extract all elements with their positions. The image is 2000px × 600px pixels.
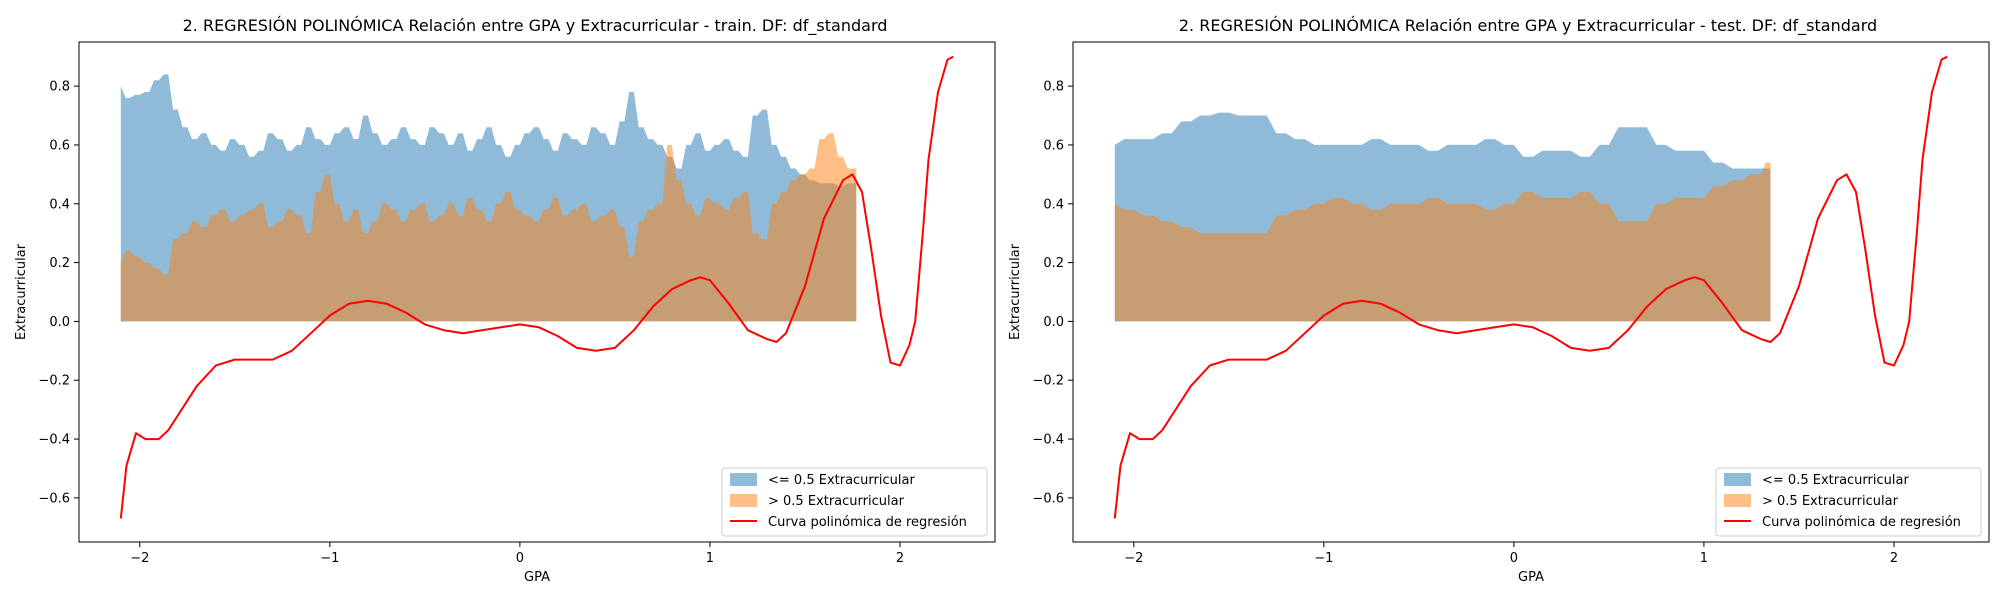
y-axis-ticks: −0.6 −0.4 −0.2 0.0 0.2 0.4 0.6 0.8 xyxy=(1032,80,1073,506)
x-tick-label: 2 xyxy=(1890,551,1898,566)
y-axis-label: Extracurricular xyxy=(14,243,29,340)
y-tick-label: 0.4 xyxy=(1043,197,1064,212)
axes-frame xyxy=(1072,41,1990,543)
legend-label-regression: Curva polinómica de regresión xyxy=(768,515,967,530)
area-series-1 xyxy=(1114,162,1771,322)
regression-curve xyxy=(1113,55,1948,519)
train-chart-panel: 2. REGRESIÓN POLINÓMICA Relación entre G… xyxy=(14,16,996,585)
y-tick-label: 0.0 xyxy=(1043,315,1064,330)
x-tick-label: −2 xyxy=(130,551,149,566)
x-tick-label: −1 xyxy=(1314,551,1333,566)
x-tick-label: 1 xyxy=(1700,551,1708,566)
legend-label-le-0.5: <= 0.5 Extracurricular xyxy=(768,473,915,488)
chart-title: 2. REGRESIÓN POLINÓMICA Relación entre G… xyxy=(1179,16,1877,36)
axes-frame xyxy=(78,41,996,543)
x-tick-label: −1 xyxy=(320,551,339,566)
x-axis-ticks: −2 −1 0 1 2 xyxy=(1124,542,1898,566)
legend-swatch-le-0.5 xyxy=(1724,473,1751,486)
legend-label-gt-0.5: > 0.5 Extracurricular xyxy=(768,494,905,509)
area-series-1 xyxy=(120,133,857,322)
chart-title: 2. REGRESIÓN POLINÓMICA Relación entre G… xyxy=(183,16,888,36)
x-axis-ticks: −2 −1 0 1 2 xyxy=(130,542,904,566)
x-tick-label: 2 xyxy=(896,551,904,566)
test-chart-panel: 2. REGRESIÓN POLINÓMICA Relación entre G… xyxy=(1008,16,1990,585)
y-tick-label: 0.2 xyxy=(1043,256,1064,271)
legend: <= 0.5 Extracurricular > 0.5 Extracurric… xyxy=(721,467,988,537)
y-tick-label: −0.2 xyxy=(38,374,70,389)
y-tick-label: 0.4 xyxy=(49,197,70,212)
legend-label-gt-0.5: > 0.5 Extracurricular xyxy=(1762,494,1899,509)
y-tick-label: 0.2 xyxy=(49,256,70,271)
legend: <= 0.5 Extracurricular > 0.5 Extracurric… xyxy=(1715,467,1982,537)
x-tick-label: −2 xyxy=(1124,551,1143,566)
legend-box xyxy=(721,467,988,537)
y-tick-label: 0.6 xyxy=(49,138,70,153)
legend-box xyxy=(1715,467,1982,537)
x-tick-label: 0 xyxy=(1510,551,1518,566)
x-axis-label: GPA xyxy=(1518,570,1544,585)
y-axis-ticks: −0.6 −0.4 −0.2 0.0 0.2 0.4 0.6 0.8 xyxy=(38,80,79,506)
x-tick-label: 1 xyxy=(706,551,714,566)
y-axis-label: Extracurricular xyxy=(1008,243,1023,340)
y-tick-label: 0.0 xyxy=(49,315,70,330)
y-tick-label: −0.4 xyxy=(1032,433,1064,448)
y-tick-label: 0.8 xyxy=(1043,80,1064,95)
y-tick-label: −0.2 xyxy=(1032,374,1064,389)
legend-swatch-le-0.5 xyxy=(730,473,757,486)
y-tick-label: −0.6 xyxy=(1032,491,1064,506)
plot-area xyxy=(119,55,954,519)
legend-swatch-gt-0.5 xyxy=(1724,494,1751,507)
legend-label-regression: Curva polinómica de regresión xyxy=(1762,515,1961,530)
legend-swatch-gt-0.5 xyxy=(730,494,757,507)
regression-curve xyxy=(119,55,954,519)
y-tick-label: −0.4 xyxy=(38,433,70,448)
legend-label-le-0.5: <= 0.5 Extracurricular xyxy=(1762,473,1909,488)
y-tick-label: −0.6 xyxy=(38,491,70,506)
x-axis-label: GPA xyxy=(524,570,550,585)
y-tick-label: 0.8 xyxy=(49,80,70,95)
x-tick-label: 0 xyxy=(516,551,524,566)
plot-area xyxy=(1113,55,1948,519)
y-tick-label: 0.6 xyxy=(1043,138,1064,153)
